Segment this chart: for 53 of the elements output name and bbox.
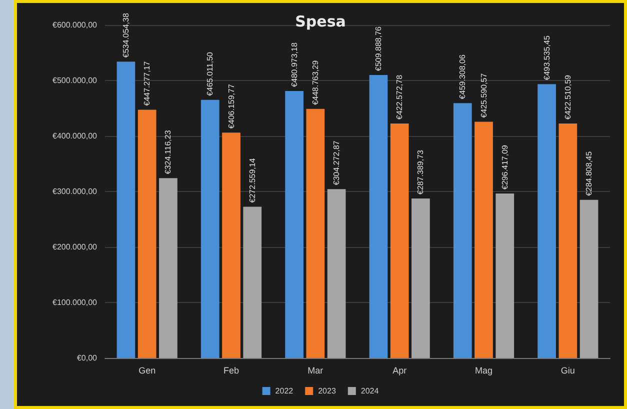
bar <box>159 178 178 358</box>
bar <box>496 193 514 358</box>
bar <box>369 75 388 358</box>
legend-label: 2023 <box>318 386 336 396</box>
y-tick-label: €600.000,00 <box>52 20 98 30</box>
y-tick-label: €100.000,00 <box>52 298 98 307</box>
data-label: €447.277,17 <box>142 60 152 106</box>
x-tick-label: Gen <box>138 366 156 376</box>
y-tick-label: €400.000,00 <box>52 132 98 140</box>
data-label: €425.590,57 <box>479 72 488 118</box>
data-label: €480.973,18 <box>290 42 299 88</box>
data-label: €296.417,09 <box>500 144 510 190</box>
data-label: €459.308,06 <box>458 54 468 100</box>
data-label: €493.535,45 <box>542 35 552 80</box>
bar <box>453 103 472 358</box>
x-tick-label: Mar <box>308 366 324 376</box>
data-label: €534.054,38 <box>121 12 130 58</box>
x-tick-label: Apr <box>392 366 407 376</box>
data-label: €422.572,78 <box>395 74 404 120</box>
x-tick-label: Feb <box>223 366 240 376</box>
data-label: €287.389,73 <box>416 149 426 194</box>
bar <box>474 122 493 358</box>
bar <box>243 206 262 358</box>
x-tick-label: Giu <box>560 366 575 376</box>
bar <box>116 62 136 358</box>
data-label: €406.159,77 <box>226 84 236 129</box>
bar <box>306 108 325 358</box>
data-label: €422.510,59 <box>563 74 572 120</box>
bar <box>412 198 430 358</box>
legend-label: 2024 <box>360 386 380 396</box>
data-label: €324.116,23 <box>164 130 173 174</box>
y-tick-label: €200.000,00 <box>52 242 98 252</box>
y-tick-label: €500.000,00 <box>52 76 98 85</box>
bar <box>138 110 156 358</box>
data-label: €448.763,29 <box>310 60 320 105</box>
y-tick-label: €0,00 <box>76 354 98 362</box>
data-label: €272.559,14 <box>248 158 257 203</box>
chart-title: Spesa <box>295 12 346 30</box>
bar <box>222 132 240 358</box>
data-label: €284.808,45 <box>584 150 594 196</box>
data-label: €465.011,50 <box>206 51 215 96</box>
bar <box>327 189 346 358</box>
legend-label: 2022 <box>275 386 294 396</box>
bar <box>285 91 304 358</box>
x-tick-label: Mag <box>474 366 493 376</box>
bar <box>558 124 578 358</box>
data-label: €304.272,87 <box>332 140 342 186</box>
bar <box>538 84 556 358</box>
bar <box>390 123 409 358</box>
bar <box>200 100 220 358</box>
y-tick-label: €300.000,00 <box>52 187 98 196</box>
bar <box>580 200 598 358</box>
data-label: €509.888,76 <box>374 26 383 72</box>
